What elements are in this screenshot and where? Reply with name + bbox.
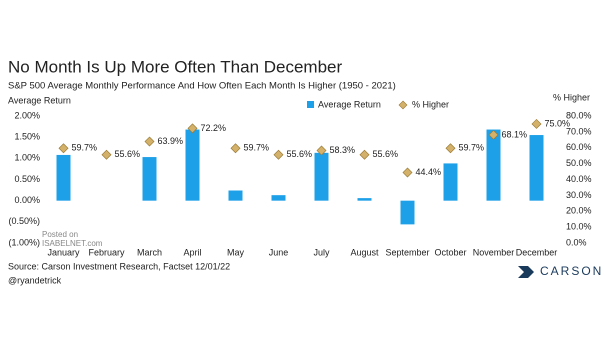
bar [357,198,372,201]
y2-axis-title: % Higher [553,92,590,102]
y2-tick-label: 40.0% [566,174,592,184]
data-label: 59.7% [459,143,485,153]
y-tick-label: 1.00% [14,153,40,163]
y-axis-title: Average Return [8,95,71,105]
marker [359,149,370,160]
logo-icon [518,266,534,278]
y2-tick-label: 10.0% [566,222,592,232]
data-label: 55.6% [287,149,313,159]
y2-tick-label: 70.0% [566,126,592,136]
y2-tick-label: 0.0% [566,237,587,247]
marker [230,143,241,154]
x-tick-label: February [88,247,125,257]
x-tick-label: July [313,247,330,257]
data-label: 58.3% [330,145,356,155]
x-tick-label: January [47,247,80,257]
x-tick-label: June [269,247,289,257]
x-tick-label: December [516,247,558,257]
y2-tick-label: 50.0% [566,158,592,168]
bar [271,195,286,201]
data-label: 55.6% [373,149,399,159]
y-tick-label: (0.50%) [8,216,40,226]
bar [56,154,71,201]
bar [142,157,157,201]
marker [316,145,327,156]
y2-tick-label: 60.0% [566,142,592,152]
source: Source: Carson Investment Research, Fact… [8,261,230,271]
logo: CARSON [540,264,603,278]
data-label: 63.9% [158,136,184,146]
x-tick-label: November [473,247,515,257]
data-label: 68.1% [502,129,528,139]
data-label: 59.7% [72,143,98,153]
x-tick-label: October [434,247,466,257]
bar [443,163,458,201]
y-tick-label: 2.00% [14,110,40,120]
marker [187,123,198,134]
y2-tick-label: 20.0% [566,206,592,216]
y-tick-label: 0.00% [14,195,40,205]
marker [273,149,284,160]
data-label: 44.4% [416,167,442,177]
marker [402,167,413,178]
bar [486,129,501,201]
marker [101,149,112,160]
legend-swatch [307,101,314,108]
watermark: Posted on [42,230,78,239]
bar [529,135,544,201]
x-tick-label: March [137,247,162,257]
x-tick-label: April [183,247,201,257]
x-tick-label: August [350,247,379,257]
marker [144,136,155,147]
x-tick-label: September [385,247,429,257]
chart-subtitle: S&P 500 Average Monthly Performance And … [8,81,396,92]
legend-label: Average Return [318,99,381,109]
chart-title: No Month Is Up More Often Than December [8,57,343,76]
watermark: ISABELNET.com [42,239,103,248]
y-tick-label: 0.50% [14,174,40,184]
handle: @ryandetrick [8,275,62,285]
marker [445,143,456,154]
marker [531,118,542,129]
x-tick-label: May [227,247,245,257]
y2-tick-label: 80.0% [566,110,592,120]
data-label: 75.0% [545,118,571,128]
y-tick-label: (1.00%) [8,237,40,247]
data-label: 59.7% [244,143,270,153]
legend-swatch [398,100,408,110]
legend-label: % Higher [412,99,449,109]
data-label: 55.6% [115,149,141,159]
marker [58,143,69,154]
data-label: 72.2% [201,123,227,133]
y2-tick-label: 30.0% [566,190,592,200]
bar [314,152,329,201]
bar [400,200,415,225]
bar [185,129,200,201]
bar [228,190,243,201]
marker [488,129,499,140]
y-tick-label: 1.50% [14,132,40,142]
